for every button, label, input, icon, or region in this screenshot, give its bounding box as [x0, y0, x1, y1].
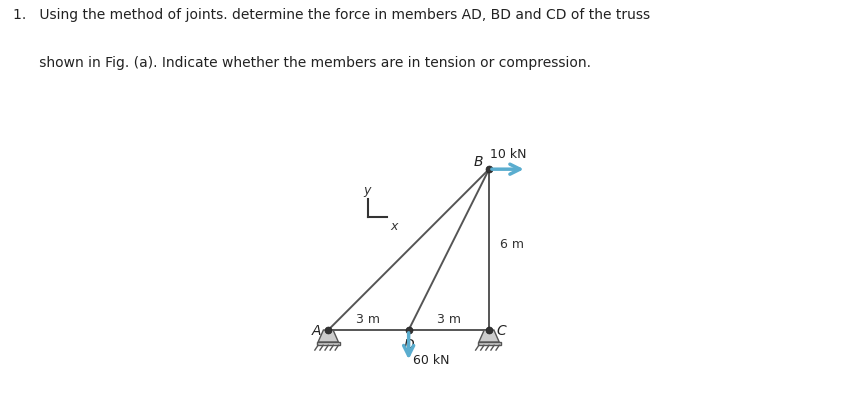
Text: 1.   Using the method of joints. determine the force in members AD, BD and CD of: 1. Using the method of joints. determine… [13, 8, 649, 22]
Text: x: x [390, 219, 397, 232]
Polygon shape [318, 330, 339, 342]
Text: 60 kN: 60 kN [413, 353, 449, 366]
Polygon shape [479, 330, 499, 342]
Text: 3 m: 3 m [437, 312, 461, 325]
Text: 6 m: 6 m [500, 237, 524, 250]
Text: 10 kN: 10 kN [490, 148, 526, 160]
Text: D: D [403, 338, 414, 352]
Polygon shape [317, 342, 340, 345]
Text: B: B [474, 154, 483, 168]
Text: y: y [363, 184, 371, 196]
Polygon shape [477, 342, 501, 345]
Text: A: A [312, 323, 321, 337]
Text: shown in Fig. (a). Indicate whether the members are in tension or compression.: shown in Fig. (a). Indicate whether the … [13, 56, 591, 70]
Text: 3 m: 3 m [357, 312, 380, 325]
Text: C: C [497, 323, 506, 337]
